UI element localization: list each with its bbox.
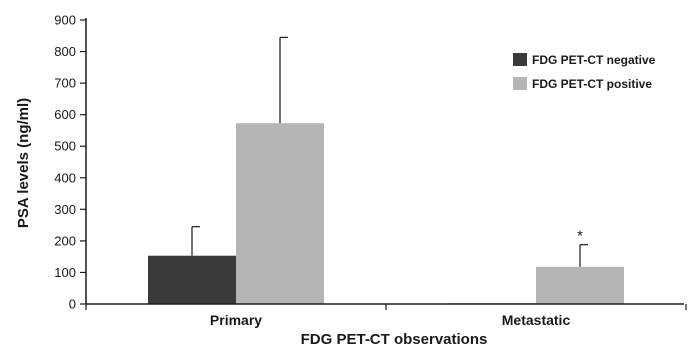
legend-swatch-negative xyxy=(513,53,527,66)
legend-swatch-positive xyxy=(513,77,527,90)
y-tick-label: 100 xyxy=(54,265,76,280)
y-tick-label: 0 xyxy=(69,297,76,312)
y-tick-label: 700 xyxy=(54,76,76,91)
bar-metastatic-positive xyxy=(536,266,624,304)
y-tick-label: 800 xyxy=(54,44,76,59)
bar-primary-positive xyxy=(236,123,324,304)
legend-label-positive: FDG PET-CT positive xyxy=(532,77,652,91)
y-tick-label: 200 xyxy=(54,233,76,248)
significance-marker: * xyxy=(577,228,583,245)
x-category-label-metastatic: Metastatic xyxy=(502,312,571,328)
plot-area: * 0 100 200 300 400 500 600 700 800 900 Primary Meta… xyxy=(54,13,687,328)
x-axis-title: FDG PET-CT observations xyxy=(301,331,488,348)
y-tick-label: 900 xyxy=(54,13,76,28)
y-tick-label: 500 xyxy=(54,139,76,154)
legend-label-negative: FDG PET-CT negative xyxy=(532,53,656,67)
y-tick-label: 400 xyxy=(54,170,76,185)
y-tick-label: 300 xyxy=(54,202,76,217)
y-tick-label: 600 xyxy=(54,107,76,122)
x-category-label-primary: Primary xyxy=(210,312,262,328)
bar-primary-negative xyxy=(148,255,236,304)
y-axis-title: PSA levels (ng/ml) xyxy=(15,98,32,228)
